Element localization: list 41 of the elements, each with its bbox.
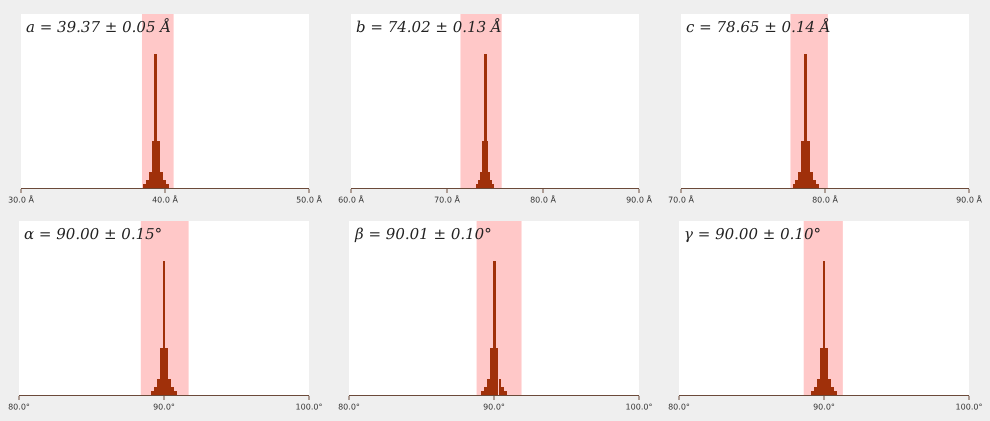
bar [143,184,146,188]
x-tick-label: 90.0 Å [956,194,982,205]
x-tick-label: 80.0° [668,402,690,412]
chart-title: c = 78.65 ± 0.14 Å [686,18,831,36]
bar [163,261,165,395]
x-tick-label: 90.0° [153,402,175,412]
x-tick-label: 70.0 Å [668,194,694,205]
x-tick-label: 90.0° [813,402,835,412]
chart-title: β = 90.01 ± 0.10° [354,225,492,243]
chart-title: b = 74.02 ± 0.13 Å [356,18,502,36]
x-tick-label: 90.0° [483,402,505,412]
bar [151,391,154,395]
x-tick-label: 40.0 Å [152,194,178,205]
x-tick-label: 100.0° [956,402,982,412]
x-tick-label: 80.0° [8,402,30,412]
bar [811,391,814,395]
bar [504,391,507,395]
x-tick-label: 80.0 Å [530,194,556,205]
x-tick-label: 80.0° [338,402,360,412]
x-tick-label: 70.0 Å [434,194,460,205]
x-tick-label: 90.0 Å [626,194,652,205]
chart-title: γ = 90.00 ± 0.10° [684,225,822,243]
bar [154,54,157,188]
x-tick-label: 80.0 Å [812,194,838,205]
x-tick-label: 50.0 Å [296,194,322,205]
x-tick-label: 30.0 Å [8,194,34,205]
chart-title: α = 90.00 ± 0.15° [24,225,162,243]
bar [823,261,825,395]
x-tick-label: 60.0 Å [338,194,364,205]
bar [166,184,169,188]
bar [816,184,819,188]
bar [174,391,177,395]
x-tick-label: 100.0° [626,402,652,412]
bar [804,54,807,188]
bar [493,261,496,395]
bar [834,391,837,395]
bar [492,184,494,188]
bar [793,184,795,188]
x-tick-label: 100.0° [296,402,322,412]
bar [481,391,484,395]
chart-title: a = 39.37 ± 0.05 Å [26,18,172,36]
